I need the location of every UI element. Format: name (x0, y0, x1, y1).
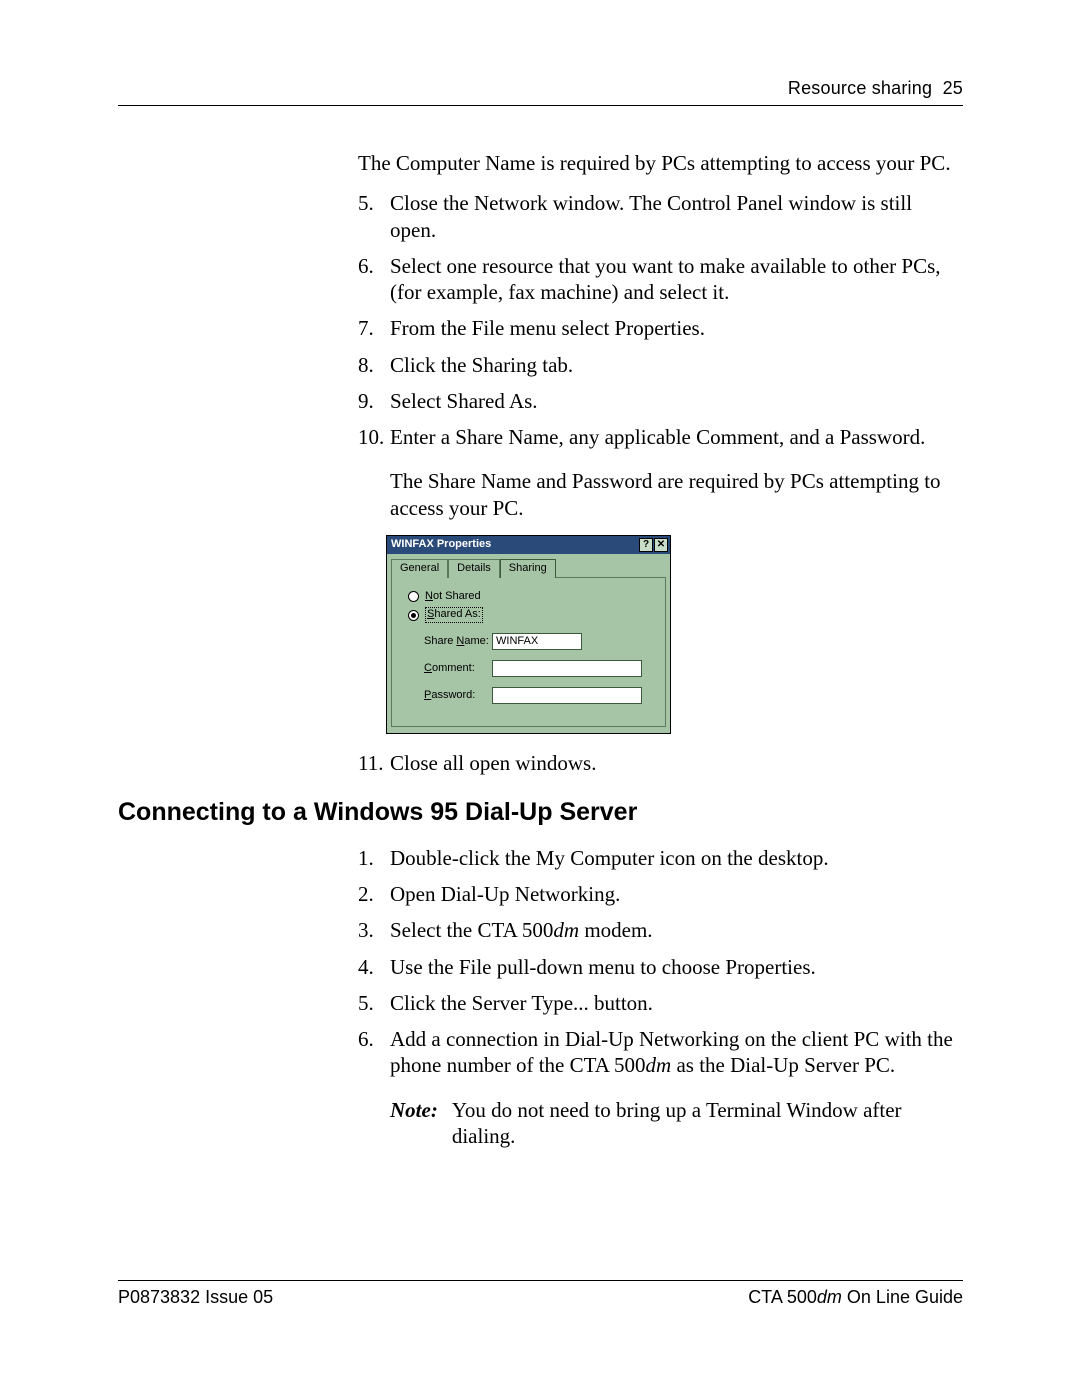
step-9: Select Shared As. (358, 388, 963, 414)
close-button[interactable]: ✕ (654, 538, 668, 552)
comment-input[interactable] (492, 660, 642, 677)
footer-row: P0873832 Issue 05 CTA 500dm On Line Guid… (118, 1287, 963, 1308)
dialog-titlebar: WINFAX Properties ? ✕ (387, 536, 670, 554)
footer-right: CTA 500dm On Line Guide (748, 1287, 963, 1308)
tab-general[interactable]: General (391, 559, 448, 578)
step-10-text: Enter a Share Name, any applicable Comme… (390, 425, 925, 449)
tabs-row: General Details Sharing (387, 554, 670, 577)
password-label: Password: (424, 689, 492, 703)
radio-shared-as[interactable] (408, 610, 419, 621)
step-6: Select one resource that you want to mak… (358, 253, 963, 306)
stepb-3: Select the CTA 500dm modem. (358, 917, 963, 943)
stepb-2: Open Dial-Up Networking. (358, 881, 963, 907)
note-block: Note: You do not need to bring up a Term… (390, 1097, 963, 1150)
step-8: Click the Sharing tab. (358, 352, 963, 378)
heading-dialup: Connecting to a Windows 95 Dial-Up Serve… (118, 798, 963, 827)
steps-list-a: Close the Network window. The Control Pa… (358, 190, 963, 776)
properties-dialog: WINFAX Properties ? ✕ General Details Sh… (386, 535, 671, 734)
comment-label: Comment: (424, 662, 492, 676)
titlebar-buttons: ? ✕ (638, 538, 668, 552)
step-10: Enter a Share Name, any applicable Comme… (358, 424, 963, 734)
note-label: Note: (390, 1097, 452, 1150)
radio-not-shared-row[interactable]: Not Shared (408, 590, 655, 604)
properties-dialog-figure: WINFAX Properties ? ✕ General Details Sh… (386, 535, 963, 734)
share-name-label: Share Name: (424, 635, 492, 649)
share-name-row: Share Name: WINFAX (424, 633, 655, 650)
dialog-title: WINFAX Properties (391, 538, 638, 552)
help-button[interactable]: ? (639, 538, 653, 552)
footer-left: P0873832 Issue 05 (118, 1287, 273, 1308)
note-text: You do not need to bring up a Terminal W… (452, 1097, 963, 1150)
footer-rule (118, 1280, 963, 1281)
radio-not-shared[interactable] (408, 591, 419, 602)
sharing-panel: Not Shared Shared As: Share Name: WINFAX (391, 577, 666, 727)
radio-not-shared-label: Not Shared (425, 590, 481, 604)
stepb-6: Add a connection in Dial-Up Networking o… (358, 1026, 963, 1149)
tab-sharing[interactable]: Sharing (500, 559, 556, 578)
radio-shared-as-row[interactable]: Shared As: (408, 607, 655, 623)
password-row: Password: (424, 687, 655, 704)
stepb-5: Click the Server Type... button. (358, 990, 963, 1016)
stepb-4: Use the File pull-down menu to choose Pr… (358, 954, 963, 980)
step-7: From the File menu select Properties. (358, 315, 963, 341)
page-footer: P0873832 Issue 05 CTA 500dm On Line Guid… (118, 1280, 963, 1308)
step-11: Close all open windows. (358, 750, 963, 776)
intro-paragraph: The Computer Name is required by PCs att… (358, 150, 963, 176)
tab-details[interactable]: Details (448, 559, 500, 578)
stepb-1: Double-click the My Computer icon on the… (358, 845, 963, 871)
steps-list-b: Double-click the My Computer icon on the… (358, 845, 963, 1149)
password-input[interactable] (492, 687, 642, 704)
step-5: Close the Network window. The Control Pa… (358, 190, 963, 243)
content-column: The Computer Name is required by PCs att… (118, 106, 963, 1149)
radio-shared-as-label: Shared As: (425, 607, 483, 623)
header-section: Resource sharing (788, 78, 932, 98)
post-step-10-para: The Share Name and Password are required… (390, 468, 963, 521)
header-page-num: 25 (943, 78, 963, 98)
comment-row: Comment: (424, 660, 655, 677)
share-name-input[interactable]: WINFAX (492, 633, 582, 650)
running-header: Resource sharing 25 (118, 78, 963, 106)
page-body: Resource sharing 25 The Computer Name is… (118, 78, 963, 1159)
